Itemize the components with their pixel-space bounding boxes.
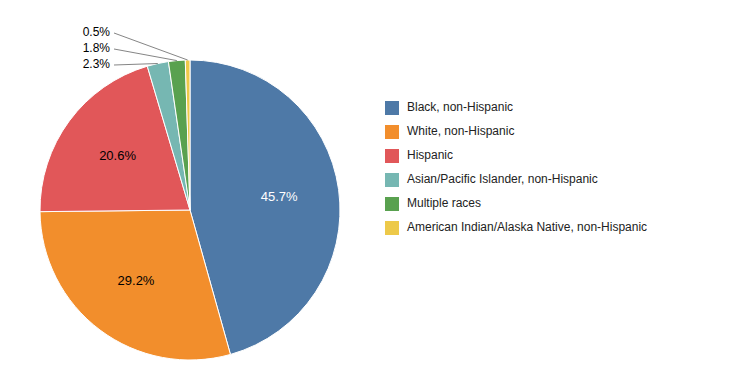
leader-line	[114, 64, 158, 65]
legend-swatch	[385, 173, 399, 187]
legend-swatch	[385, 149, 399, 163]
data-label: 1.8%	[83, 41, 111, 55]
legend-item: American Indian/Alaska Native, non-Hispa…	[385, 220, 647, 235]
legend: Black, non-Hispanic White, non-Hispanic Hi…	[385, 100, 647, 235]
legend-label: Black, non-Hispanic	[407, 100, 513, 114]
pie-slice	[168, 60, 190, 210]
legend-item: Hispanic	[385, 148, 453, 163]
legend-swatch	[385, 125, 399, 139]
pie-slice	[40, 210, 230, 360]
data-labels: 45.7% 29.2% 20.6% 2.3% 1.8% 0.5%	[83, 25, 298, 288]
pie	[40, 60, 340, 360]
leader-line	[114, 49, 177, 61]
data-label: 2.3%	[83, 57, 111, 71]
legend-swatch	[385, 221, 399, 235]
legend-swatch	[385, 101, 399, 115]
data-label: 0.5%	[83, 25, 111, 39]
data-label: 29.2%	[118, 273, 155, 288]
legend-item: Asian/Pacific Islander, non-Hispanic	[385, 172, 598, 187]
pie-slice	[185, 60, 190, 210]
legend-label: Hispanic	[407, 148, 453, 162]
data-label: 20.6%	[99, 148, 136, 163]
legend-swatch	[385, 197, 399, 211]
legend-label: White, non-Hispanic	[407, 124, 514, 138]
leader-line	[114, 33, 188, 60]
legend-item: Black, non-Hispanic	[385, 100, 513, 115]
legend-item: Multiple races	[385, 196, 481, 211]
legend-label: American Indian/Alaska Native, non-Hispa…	[407, 220, 647, 234]
chart: 45.7% 29.2% 20.6% 2.3% 1.8% 0.5% Black, non-Hi…	[0, 0, 735, 390]
legend-label: Asian/Pacific Islander, non-Hispanic	[407, 172, 598, 186]
data-label: 45.7%	[261, 189, 298, 204]
legend-item: White, non-Hispanic	[385, 124, 514, 139]
legend-label: Multiple races	[407, 196, 481, 210]
